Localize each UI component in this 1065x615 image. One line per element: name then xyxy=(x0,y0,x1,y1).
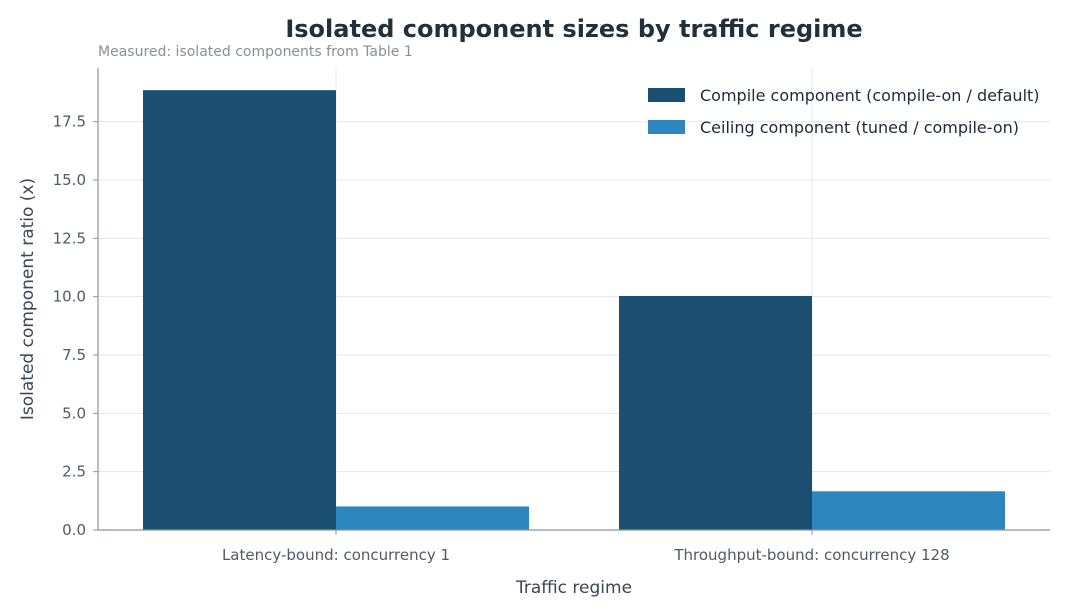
x-tick-label: Throughput-bound: concurrency 128 xyxy=(673,546,949,564)
chart-subtitle: Measured: isolated components from Table… xyxy=(98,44,413,60)
bars xyxy=(143,90,1005,531)
y-tick-label: 0.0 xyxy=(62,521,86,539)
x-axis-label: Traffic regime xyxy=(515,578,632,598)
legend-label: Ceiling component (tuned / compile-on) xyxy=(700,118,1019,137)
legend-swatch xyxy=(648,120,685,134)
y-tick-label: 5.0 xyxy=(62,404,86,422)
bar-ceiling-1 xyxy=(336,506,529,530)
legend: Compile component (compile-on / default)… xyxy=(648,86,1040,137)
bar-compile-2 xyxy=(619,295,812,530)
x-tick-label: Latency-bound: concurrency 1 xyxy=(222,546,450,564)
y-tick-label: 2.5 xyxy=(62,463,86,481)
y-tick-label: 10.0 xyxy=(53,288,86,306)
y-axis-label: Isolated component ratio (x) xyxy=(18,178,38,420)
y-tick-label: 7.5 xyxy=(62,346,86,364)
y-tick-label: 17.5 xyxy=(53,113,86,131)
bar-ceiling-2 xyxy=(812,491,1005,530)
legend-label: Compile component (compile-on / default) xyxy=(700,86,1040,105)
legend-swatch xyxy=(648,88,685,102)
axes: 0.0 2.5 5.0 7.5 10.0 12.5 15.0 17.5 Latency-boun… xyxy=(53,68,1050,564)
y-tick-label: 12.5 xyxy=(53,229,86,247)
bar-compile-1 xyxy=(143,90,336,531)
y-tick-label: 15.0 xyxy=(53,171,86,189)
chart-title: Isolated component sizes by traffic regi… xyxy=(285,15,862,43)
